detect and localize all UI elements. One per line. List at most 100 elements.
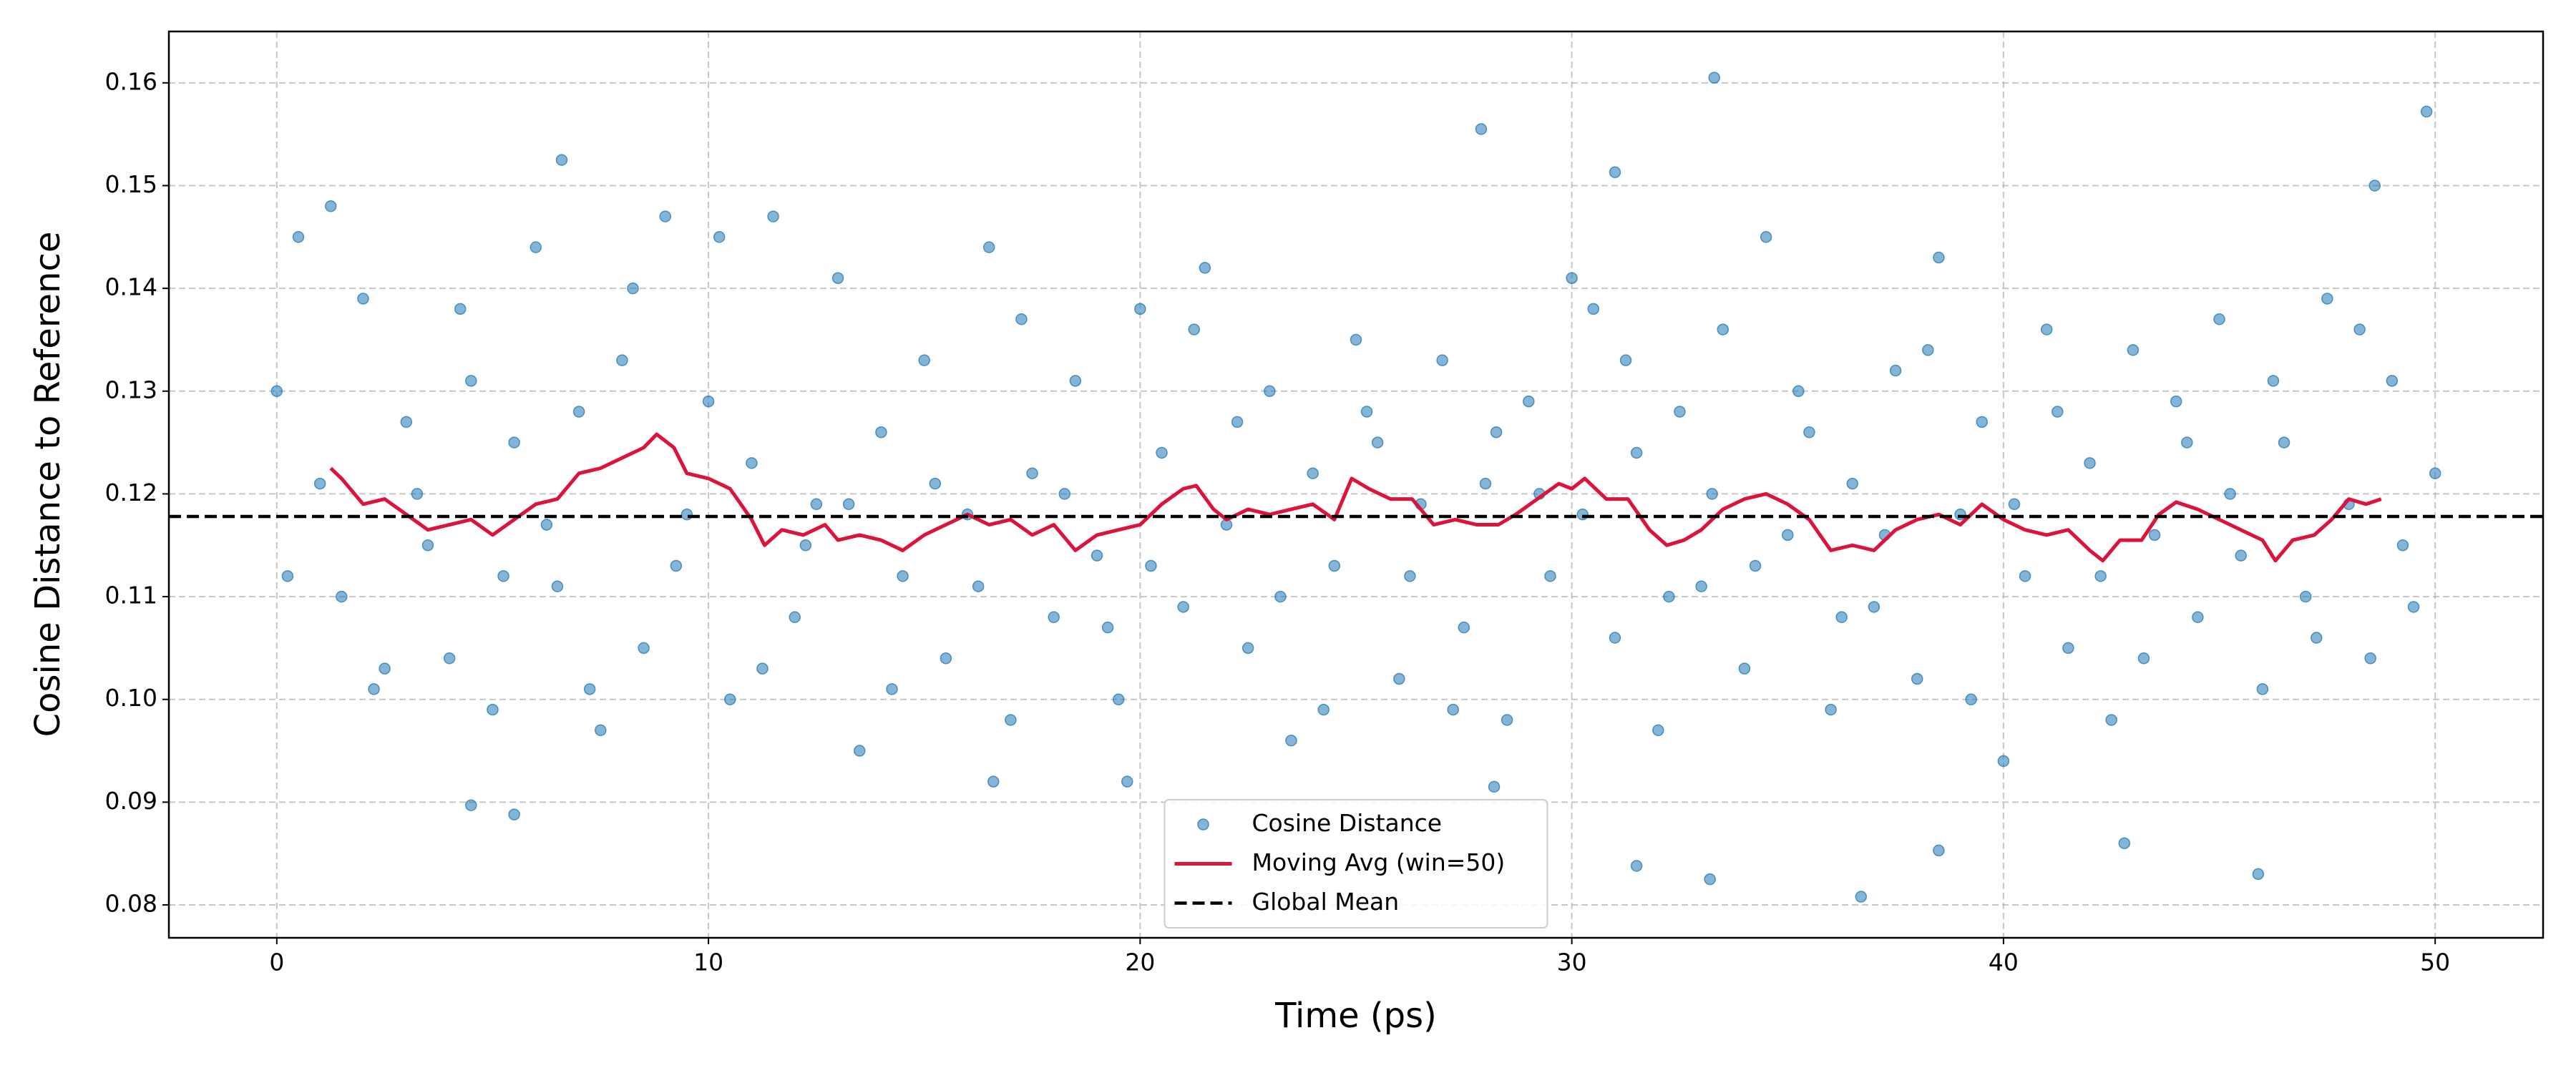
scatter-point bbox=[357, 293, 369, 305]
scatter-point bbox=[1501, 714, 1513, 726]
plot-frame bbox=[167, 30, 2545, 939]
scatter-point bbox=[411, 488, 424, 500]
legend-label: Cosine Distance bbox=[1252, 809, 1443, 837]
scatter-point bbox=[555, 154, 568, 166]
scatter-point bbox=[551, 580, 564, 592]
scatter-point bbox=[2051, 406, 2064, 418]
x-axis-label: Time (ps) bbox=[1274, 996, 1437, 1036]
scatter-point bbox=[1792, 385, 1805, 398]
scatter-point bbox=[1436, 354, 1448, 366]
scatter-point bbox=[1997, 755, 2010, 768]
scatter-point bbox=[2148, 529, 2161, 542]
scatter-point bbox=[2368, 180, 2381, 192]
scatter-point bbox=[799, 539, 812, 552]
scatter-point bbox=[2137, 652, 2150, 665]
scatter-point bbox=[1933, 251, 1945, 264]
scatter-point bbox=[508, 808, 520, 820]
scatter-point bbox=[1706, 488, 1718, 500]
scatter-point bbox=[1360, 406, 1373, 418]
scatter-point bbox=[2299, 590, 2312, 603]
scatter-point bbox=[1630, 446, 1643, 459]
scatter-point bbox=[1404, 570, 1416, 582]
scatter-point bbox=[1576, 508, 1589, 521]
scatter-point bbox=[1704, 873, 1716, 886]
scatter-point bbox=[1587, 303, 1600, 315]
scatter-point bbox=[1619, 354, 1632, 366]
scatter-point bbox=[1760, 231, 1772, 243]
scatter-point bbox=[853, 745, 866, 757]
scatter-point bbox=[313, 477, 326, 490]
scatter-point bbox=[487, 703, 499, 716]
scatter-point bbox=[2181, 436, 2193, 449]
scatter-point bbox=[1112, 693, 1125, 705]
x-tick-label: 0 bbox=[269, 949, 284, 976]
scatter-point bbox=[1566, 272, 1578, 285]
scatter-point bbox=[1328, 559, 1341, 572]
scatter-point bbox=[2386, 375, 2399, 387]
scatter-point bbox=[1134, 303, 1146, 315]
scatter-point bbox=[2192, 611, 2204, 624]
scatter-point bbox=[379, 662, 391, 675]
scatter-point bbox=[497, 570, 509, 582]
scatter-point bbox=[2311, 632, 2323, 644]
y-tick-label: 0.16 bbox=[105, 67, 157, 95]
y-tick-label: 0.12 bbox=[105, 479, 157, 506]
scatter-point bbox=[368, 683, 380, 695]
scatter-point bbox=[1274, 590, 1287, 603]
scatter-point bbox=[756, 662, 769, 675]
x-tick-label: 20 bbox=[1125, 949, 1155, 976]
scatter-point bbox=[1091, 549, 1103, 562]
scatter-point bbox=[1933, 844, 1945, 857]
scatter-point bbox=[1101, 621, 1114, 634]
scatter-point bbox=[454, 303, 467, 315]
y-tick-label: 0.15 bbox=[105, 170, 157, 198]
scatter-point bbox=[1652, 724, 1664, 737]
x-tick-label: 30 bbox=[1557, 949, 1587, 976]
scatter-point bbox=[1145, 559, 1157, 572]
legend-marker bbox=[1197, 818, 1209, 831]
scatter-point bbox=[2235, 549, 2247, 562]
scatter-point bbox=[2040, 323, 2053, 335]
scatter-point bbox=[1121, 775, 1133, 788]
scatter-point bbox=[2396, 539, 2409, 552]
x-tick-label: 50 bbox=[2420, 949, 2450, 976]
scatter-point bbox=[1177, 601, 1189, 613]
scatter-point bbox=[767, 210, 779, 222]
y-tick-label: 0.10 bbox=[105, 684, 157, 712]
scatter-point bbox=[2127, 344, 2140, 356]
scatter-point bbox=[2062, 642, 2074, 655]
x-tick-label: 10 bbox=[693, 949, 723, 976]
scatter-point bbox=[421, 539, 434, 552]
scatter-point bbox=[1911, 672, 1923, 685]
scatter-point bbox=[1663, 590, 1675, 603]
scatter-point bbox=[638, 642, 650, 655]
scatter-point bbox=[1889, 364, 1902, 377]
scatter-point bbox=[1307, 467, 1319, 479]
scatter-point bbox=[789, 611, 801, 624]
scatter-point bbox=[940, 652, 952, 665]
scatter-point bbox=[583, 683, 596, 695]
scatter-point bbox=[1835, 611, 1848, 624]
scatter-point bbox=[2084, 457, 2096, 469]
scatter-point bbox=[1317, 703, 1330, 716]
scatter-point bbox=[1738, 662, 1751, 675]
scatter-point bbox=[2213, 313, 2225, 325]
scatter-point bbox=[1544, 570, 1556, 582]
y-tick-label: 0.08 bbox=[105, 890, 157, 918]
legend-label: Global Mean bbox=[1252, 888, 1400, 916]
scatter-point bbox=[1026, 467, 1038, 479]
scatter-point bbox=[886, 683, 898, 695]
y-tick-label: 0.14 bbox=[105, 273, 157, 301]
scatter-point bbox=[875, 426, 887, 438]
scatter-point bbox=[2094, 570, 2107, 582]
scatter-point bbox=[1523, 395, 1535, 408]
scatter-point bbox=[270, 385, 283, 398]
scatter-point bbox=[1479, 477, 1492, 490]
scatter-point bbox=[1609, 632, 1621, 644]
scatter-point bbox=[465, 375, 477, 387]
scatter-point bbox=[1048, 611, 1060, 624]
scatter-point bbox=[1005, 714, 1017, 726]
scatter-point bbox=[2353, 323, 2366, 335]
scatter-point bbox=[595, 724, 607, 737]
